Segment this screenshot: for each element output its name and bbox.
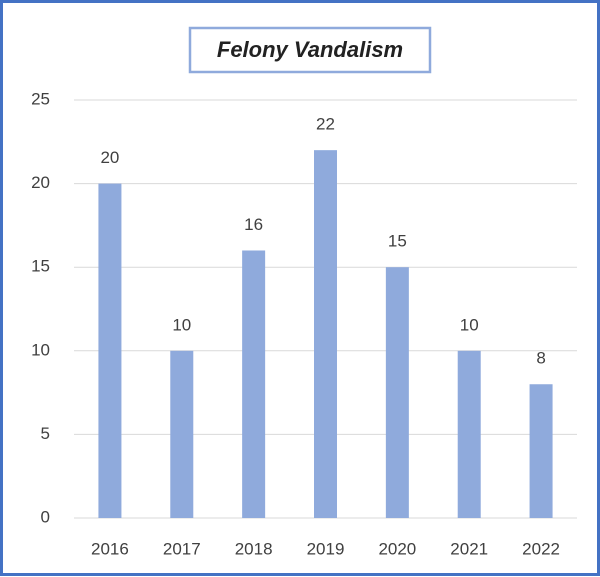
x-tick-label: 2016 — [91, 539, 129, 558]
x-tick-label: 2019 — [307, 539, 345, 558]
data-label: 10 — [460, 315, 479, 334]
y-tick-label: 5 — [41, 424, 50, 443]
y-tick-label: 10 — [31, 340, 50, 359]
title-box — [188, 26, 432, 74]
bar — [242, 250, 266, 519]
y-tick-label: 0 — [41, 507, 50, 526]
x-tick-label: 2018 — [235, 539, 273, 558]
x-tick-label: 2022 — [522, 539, 560, 558]
data-label: 16 — [244, 215, 263, 234]
bar — [529, 384, 553, 518]
data-label: 8 — [536, 349, 545, 368]
data-label: 10 — [172, 315, 191, 334]
data-label: 15 — [388, 232, 407, 251]
bar — [457, 350, 481, 518]
bar — [98, 183, 122, 518]
y-tick-label: 20 — [31, 173, 50, 192]
bar — [385, 267, 409, 518]
data-label: 20 — [100, 148, 119, 167]
y-tick-label: 15 — [31, 257, 50, 276]
x-tick-label: 2020 — [378, 539, 416, 558]
data-label: 22 — [316, 115, 335, 134]
chart-title: Felony Vandalism — [217, 37, 403, 62]
bar — [314, 150, 337, 518]
y-tick-label: 25 — [31, 89, 50, 108]
bar — [170, 350, 194, 518]
x-tick-label: 2021 — [450, 539, 488, 558]
x-tick-label: 2017 — [163, 539, 201, 558]
